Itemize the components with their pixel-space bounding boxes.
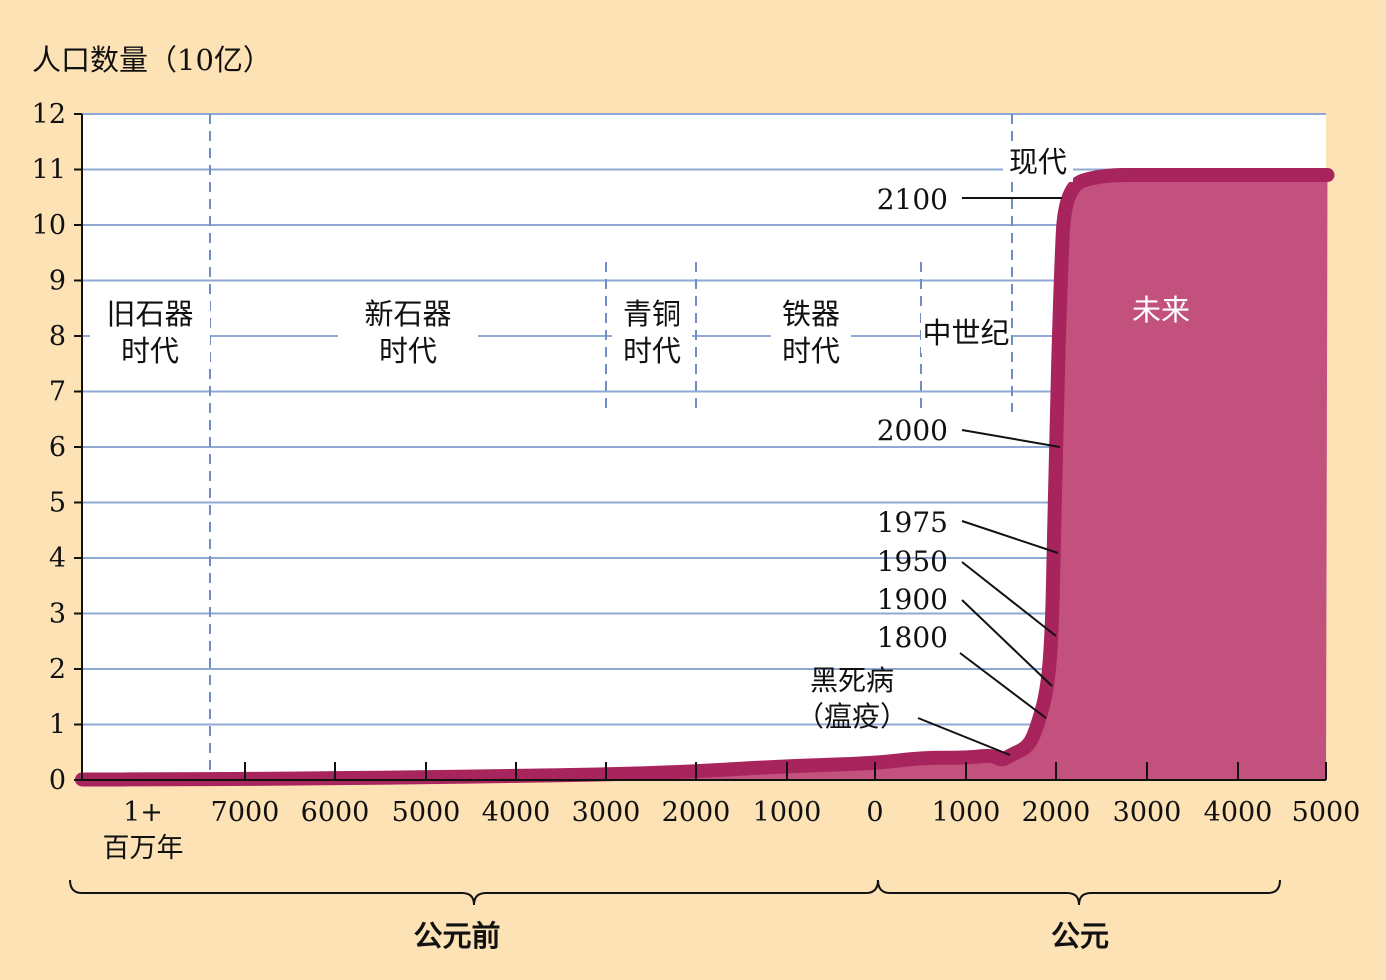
annotation-leader xyxy=(961,561,1057,637)
y-tick-label: 10 xyxy=(32,210,66,241)
y-axis-label: 人口数量（10亿） xyxy=(32,43,272,77)
annotation-plague: 黑死病 xyxy=(810,664,894,697)
annotation-y2000: 2000 xyxy=(877,414,948,447)
brace-ce xyxy=(877,879,1281,906)
annotation-y1975: 1975 xyxy=(877,506,948,539)
x-tick-label: 1000 xyxy=(753,797,822,828)
era-label-bg xyxy=(90,294,210,368)
era-label-bg xyxy=(612,294,692,368)
annotation-y1900: 1900 xyxy=(877,583,948,616)
y-tick-label: 9 xyxy=(49,266,66,297)
x-tick-label: 6000 xyxy=(301,797,370,828)
annotation-y2100: 2100 xyxy=(877,183,948,216)
y-tick-label: 12 xyxy=(32,99,66,130)
x-tick-label: 0 xyxy=(866,797,883,828)
annotation-y1800: 1800 xyxy=(877,621,948,654)
era-label-paleolithic: 旧石器 xyxy=(106,297,193,331)
era-label-bg xyxy=(1003,142,1073,182)
y-tick-label: 2 xyxy=(49,654,66,685)
era-braces: 公元前 公元 xyxy=(69,879,1281,953)
x-tick-label: 4000 xyxy=(482,797,551,828)
era-label-bronze: 时代 xyxy=(623,334,681,368)
era-label-neolithic: 时代 xyxy=(379,334,437,368)
x-tick-label: 7000 xyxy=(211,797,280,828)
era-label-bronze: 青铜 xyxy=(623,297,681,331)
era-label-paleolithic: 时代 xyxy=(121,334,179,368)
x-tick-label: 3000 xyxy=(572,797,641,828)
population-curve xyxy=(75,168,1335,787)
era-label-future: 未来 xyxy=(1132,293,1190,327)
annotation-leader xyxy=(917,717,1011,756)
x-tick-label: 2000 xyxy=(662,797,731,828)
x-tick-label: 百万年 xyxy=(103,833,184,864)
annotation-leader xyxy=(961,599,1053,687)
x-tick-label: 5000 xyxy=(1292,797,1361,828)
era-label-medieval: 中世纪 xyxy=(922,316,1009,350)
era-label-iron: 铁器 xyxy=(782,297,840,331)
x-tick-label: 3000 xyxy=(1113,797,1182,828)
era-label-iron: 时代 xyxy=(782,334,840,368)
x-tick-label: 1000 xyxy=(932,797,1001,828)
era-label-bg xyxy=(921,313,1011,353)
y-tick-label: 1 xyxy=(49,710,66,741)
era-label-bg xyxy=(338,294,478,368)
x-tick-label: 5000 xyxy=(392,797,461,828)
population-area xyxy=(75,168,1335,787)
brace-bce xyxy=(69,879,879,906)
x-tick-label: 1+ xyxy=(123,797,163,828)
y-tick-label: 3 xyxy=(49,599,66,630)
year-annotations: 2100 2000 1975 1950 1900 1800 黑死病（瘟疫） xyxy=(796,183,1062,756)
annotation-plague: （瘟疫） xyxy=(796,700,908,733)
y-tick-label: 4 xyxy=(49,543,66,574)
brace-label-bce: 公元前 xyxy=(413,919,500,953)
era-label-modern: 现代 xyxy=(1009,145,1067,179)
y-tick-label: 7 xyxy=(49,377,66,408)
era-label-neolithic: 新石器 xyxy=(364,297,451,331)
y-tick-label: 11 xyxy=(32,155,66,186)
era-label-bg xyxy=(771,294,851,368)
y-tick-label: 6 xyxy=(49,432,66,463)
y-tick-label: 5 xyxy=(49,488,66,519)
annotation-leader xyxy=(961,520,1059,554)
x-tick-label: 2000 xyxy=(1022,797,1091,828)
annotation-leader xyxy=(959,652,1047,719)
x-axis-ticks: 1+ 百万年 7000 6000 5000 4000 3000 2000 1000 0 1000 20… xyxy=(103,762,1361,864)
y-tick-label: 0 xyxy=(49,765,66,796)
x-tick-label: 4000 xyxy=(1204,797,1273,828)
population-fill xyxy=(82,175,1328,781)
y-tick-label: 8 xyxy=(49,321,66,352)
annotation-y1950: 1950 xyxy=(877,545,948,578)
annotation-leader xyxy=(961,429,1061,448)
brace-label-ce: 公元 xyxy=(1051,919,1109,953)
